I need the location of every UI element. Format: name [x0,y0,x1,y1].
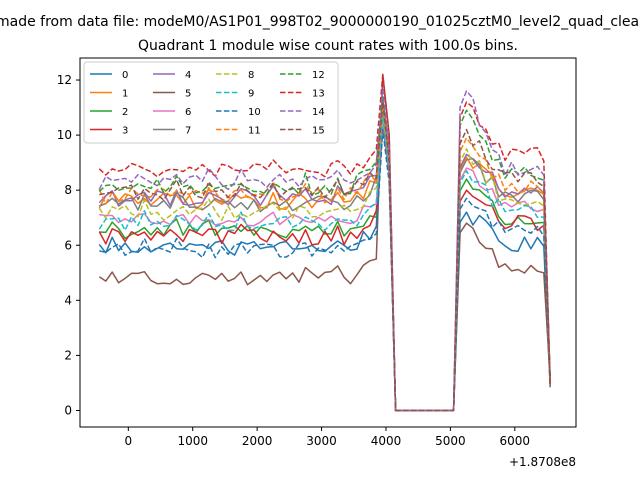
series-line-0 [98,120,551,412]
series-line-5 [98,73,551,412]
legend-frame [83,61,339,144]
legend-label-15: 15 [312,126,325,137]
legend-label-3: 3 [122,126,128,137]
y-tick-label: 0 [64,403,72,417]
legend-label-11: 11 [248,126,261,137]
legend-label-0: 0 [122,70,128,81]
legend-label-6: 6 [185,107,191,118]
plot-frame [79,57,577,428]
legend-label-7: 7 [185,126,191,137]
series-line-4 [98,98,551,412]
legend-label-4: 4 [185,70,191,81]
series-line-2 [99,117,551,412]
legend-label-12: 12 [312,70,325,81]
y-tick-label: 10 [57,128,72,142]
x-tick-label: 0 [124,434,132,448]
legend-label-2: 2 [122,107,128,118]
legend-label-1: 1 [122,89,128,100]
series-line-11 [98,104,551,412]
x-tick-label: 6000 [500,434,531,448]
series-line-9 [98,115,551,412]
series-line-14 [98,87,551,412]
series-line-6 [99,120,551,412]
legend-label-13: 13 [312,89,325,100]
series-line-1 [98,106,551,412]
series-line-12 [98,95,551,412]
x-axis: 0 1000 2000 3000 4000 5000 6000 [124,427,530,448]
y-tick-label: 8 [64,183,72,197]
series-line-10 [99,128,551,412]
chart-title: Quadrant 1 module wise count rates with … [138,38,518,54]
figure-suptitle: Plot made from data file: modeM0/AS1P01_… [0,14,640,30]
series-line-8 [98,112,551,412]
x-tick-label: 2000 [242,434,273,448]
legend-label-9: 9 [248,89,254,100]
y-tick-label: 2 [64,348,72,362]
y-tick-label: 4 [64,293,72,307]
y-tick-label: 12 [57,73,72,87]
x-offset-label: +1.8708e8 [509,455,576,469]
series-line-7 [99,106,551,412]
y-tick-label: 6 [64,238,72,252]
series-line-15 [99,101,551,412]
x-tick-label: 4000 [371,434,402,448]
x-tick-label: 3000 [306,434,337,448]
plot-lines [98,73,551,412]
x-tick-label: 1000 [177,434,208,448]
y-axis: 0 2 4 6 8 10 12 [57,73,80,417]
legend-label-10: 10 [248,107,261,118]
legend-label-5: 5 [185,89,191,100]
series-line-13 [98,73,551,412]
legend-label-14: 14 [312,107,325,118]
x-tick-label: 5000 [435,434,466,448]
legend-label-8: 8 [248,70,254,81]
